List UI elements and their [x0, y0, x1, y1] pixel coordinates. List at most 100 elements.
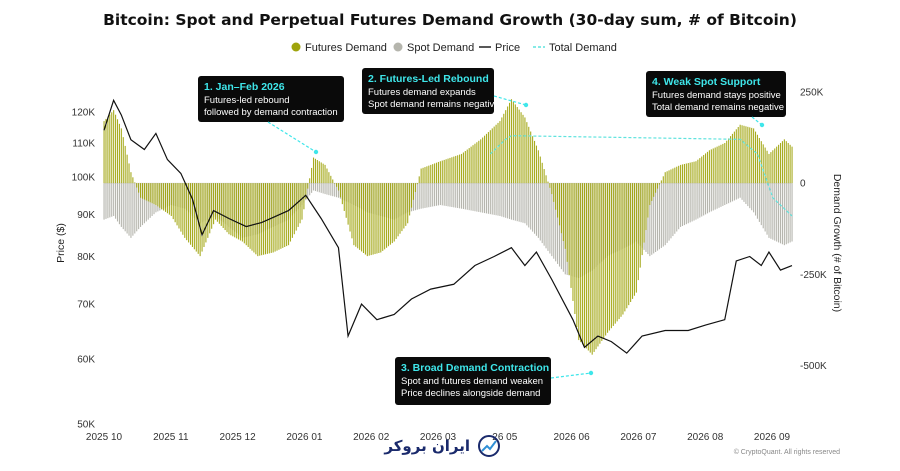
- spot-demand-bar: [712, 183, 714, 211]
- futures-demand-bar: [234, 183, 236, 238]
- futures-demand-bar: [336, 183, 338, 187]
- annotation-arrow: [493, 95, 527, 106]
- spot-demand-bar: [739, 183, 741, 198]
- spot-demand-bar: [728, 183, 730, 204]
- futures-demand-bar: [651, 183, 653, 201]
- futures-demand-bar: [664, 172, 666, 184]
- futures-demand-bar: [322, 163, 324, 184]
- futures-demand-bar: [293, 183, 295, 235]
- futures-demand-bar: [386, 183, 388, 248]
- futures-demand-bar: [299, 183, 301, 224]
- futures-demand-bar: [480, 139, 482, 184]
- spot-demand-bar: [484, 183, 486, 214]
- futures-demand-bar: [724, 142, 726, 184]
- spot-demand-bar: [122, 183, 124, 230]
- futures-demand-bar: [583, 183, 586, 347]
- futures-demand-bar: [222, 183, 224, 228]
- futures-demand-bar: [241, 183, 243, 242]
- spot-demand-bar: [113, 183, 115, 216]
- spot-demand-bar: [447, 183, 449, 207]
- spot-demand-bar: [457, 183, 459, 209]
- futures-demand-bar: [487, 132, 489, 184]
- y2-tick-label: 250K: [800, 87, 824, 98]
- spot-demand-bar: [553, 183, 555, 259]
- spot-demand-bar: [551, 183, 553, 257]
- spot-demand-bar: [424, 183, 426, 208]
- spot-demand-bar: [326, 183, 328, 195]
- spot-demand-bar: [737, 183, 739, 199]
- spot-demand-bar: [320, 183, 322, 193]
- futures-demand-bar: [705, 153, 707, 184]
- spot-demand-bar: [453, 183, 455, 208]
- futures-demand-bar: [347, 183, 349, 225]
- x-tick-label: 2026 09: [754, 432, 791, 443]
- futures-demand-bar: [157, 183, 159, 207]
- futures-demand-bar: [138, 183, 140, 193]
- futures-demand-bar: [574, 183, 576, 314]
- futures-demand-bar: [189, 183, 192, 245]
- spot-demand-bar: [497, 183, 499, 216]
- annotation-background: [646, 71, 786, 117]
- annotation-text: Spot demand remains negative: [368, 99, 500, 110]
- futures-demand-bar: [426, 166, 428, 184]
- futures-demand-bar: [641, 183, 643, 256]
- futures-demand-bar: [578, 183, 580, 341]
- futures-demand-bar: [616, 183, 618, 322]
- spot-demand-bar: [332, 183, 334, 197]
- futures-demand-bar: [714, 147, 716, 184]
- spot-demand-bar: [128, 183, 130, 236]
- futures-demand-bar: [603, 183, 605, 339]
- futures-demand-bar: [653, 183, 655, 197]
- futures-demand-bar: [295, 183, 297, 231]
- futures-demand-bar: [749, 127, 751, 184]
- futures-demand-bar: [191, 183, 194, 247]
- futures-demand-bar: [307, 183, 309, 189]
- spot-demand-bar: [478, 183, 480, 212]
- spot-demand-bar: [766, 183, 768, 235]
- futures-demand-bar: [485, 133, 488, 184]
- futures-demand-bar: [633, 183, 636, 296]
- futures-demand-bar: [141, 183, 144, 199]
- spot-demand-bar: [779, 183, 782, 244]
- spot-demand-bar: [747, 183, 749, 207]
- futures-demand-bar: [172, 183, 174, 220]
- brand-logo: ایران بروکر: [383, 435, 500, 457]
- spot-demand-bar: [762, 183, 764, 229]
- futures-demand-bar: [359, 183, 361, 250]
- spot-demand-bar: [685, 183, 687, 225]
- futures-demand-bar: [630, 183, 632, 303]
- futures-demand-bar: [495, 124, 497, 184]
- futures-demand-bar: [697, 159, 699, 184]
- futures-demand-bar: [687, 163, 689, 184]
- annotation-text: followed by demand contraction: [204, 107, 338, 118]
- spot-demand-bar: [703, 183, 705, 216]
- futures-demand-bar: [764, 147, 766, 184]
- futures-demand-bar: [286, 183, 288, 247]
- futures-demand-bar: [614, 183, 616, 324]
- futures-demand-bar: [115, 114, 117, 184]
- futures-demand-bar: [428, 165, 430, 184]
- y-axis-right: 250K 0 -250K -500K: [800, 87, 827, 372]
- futures-demand-bar: [218, 183, 220, 224]
- futures-demand-bar: [462, 152, 464, 184]
- spot-demand-bar: [132, 183, 134, 236]
- futures-demand-bar: [328, 172, 330, 184]
- spot-demand-bar: [437, 183, 439, 206]
- futures-demand-bar: [372, 183, 374, 255]
- futures-demand-bar: [253, 183, 255, 253]
- futures-demand-bar: [238, 183, 240, 240]
- futures-demand-bar: [741, 125, 743, 184]
- spot-demand-bar: [124, 183, 126, 232]
- spot-demand-bar: [714, 183, 716, 210]
- futures-demand-bar: [547, 181, 549, 184]
- futures-demand-bar: [376, 183, 378, 254]
- legend-swatch-spot: [393, 42, 403, 52]
- annotation-text: Price declines alongside demand: [401, 388, 540, 399]
- futures-demand-bar: [412, 183, 415, 200]
- futures-demand-bar: [318, 161, 320, 184]
- futures-demand-bar: [580, 183, 582, 343]
- futures-demand-bar: [743, 125, 745, 184]
- futures-demand-bar: [656, 183, 659, 189]
- spot-demand-bar: [312, 183, 315, 191]
- futures-demand-bar: [612, 183, 614, 326]
